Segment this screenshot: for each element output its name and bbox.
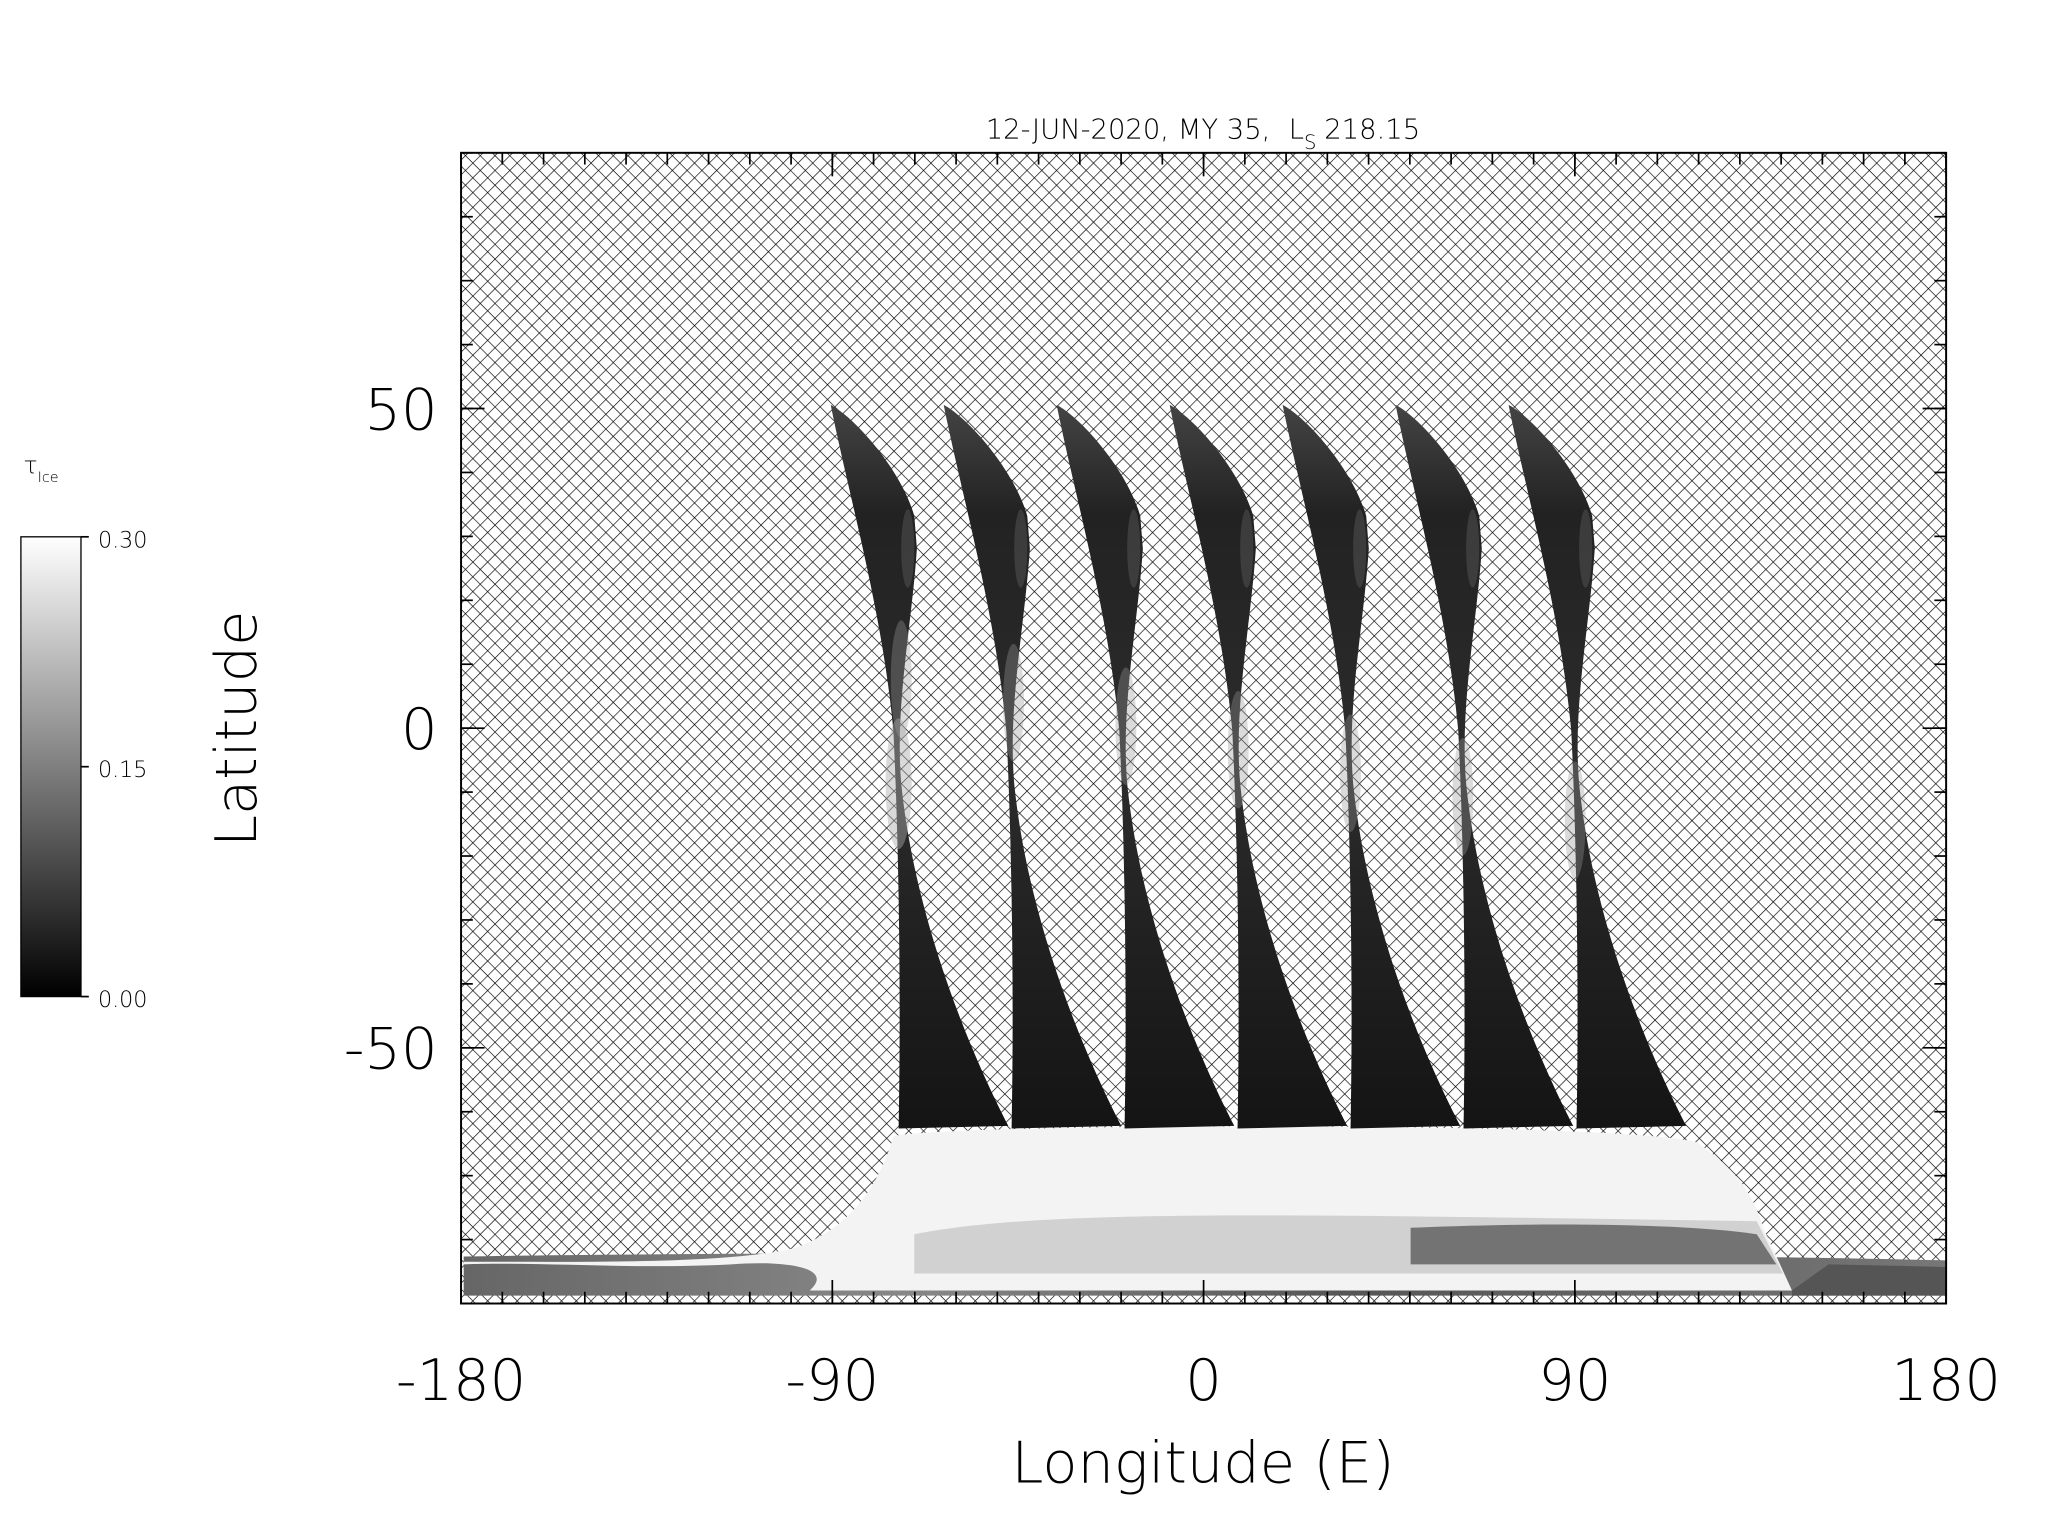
swath-body [1169, 404, 1348, 1129]
swath [830, 404, 1009, 1129]
cloud-patch [1127, 509, 1141, 588]
swath-body [830, 404, 1009, 1129]
title-subscript: S [1304, 131, 1316, 154]
cloud-patch [1003, 643, 1024, 762]
y-tick-label: 0 [401, 696, 438, 763]
swath [1508, 404, 1687, 1129]
colorbar-label: τIce [24, 451, 59, 486]
x-tick-label: 180 [1891, 1347, 2001, 1414]
cloud-patch [1240, 509, 1254, 588]
swaths [830, 404, 1687, 1129]
swath-body [1282, 404, 1461, 1129]
cloud-patch [1115, 667, 1137, 785]
swath [943, 404, 1122, 1129]
cloud-patch [1353, 509, 1367, 588]
swath-body [1395, 404, 1574, 1129]
title-symbol: L [1289, 114, 1304, 145]
x-tick-label: -90 [785, 1347, 879, 1414]
chart-title: 12-JUN-2020, MY 35, LS 218.15 [986, 114, 1420, 153]
title-text: 12-JUN-2020, MY 35, [986, 114, 1271, 145]
cloud-patch [890, 620, 912, 738]
cloud-patch [1340, 714, 1361, 832]
cloud-patch [1564, 761, 1586, 880]
swath [1282, 404, 1461, 1129]
swath-body [943, 404, 1122, 1129]
y-tick-label: -50 [344, 1016, 438, 1083]
title-value: 218.15 [1324, 114, 1420, 145]
swath [1169, 404, 1348, 1129]
colorbar-symbol: τ [24, 451, 38, 479]
colorbar-tick-label: 0.15 [98, 757, 147, 783]
swath [1056, 404, 1235, 1129]
colorbar-tick-label: 0.00 [98, 987, 147, 1013]
dark-patch [1410, 1224, 1777, 1265]
y-axis-label: Latitude [203, 611, 270, 847]
cloud-patch [1014, 509, 1028, 588]
polar-strip-right [1792, 1264, 1947, 1296]
colorbar-subscript: Ice [38, 470, 59, 486]
x-tick-label: 0 [1185, 1347, 1222, 1414]
cloud-patch [1579, 509, 1593, 588]
cloud-patch [1227, 690, 1249, 809]
x-tick-label: -180 [396, 1347, 526, 1414]
swath-body [1056, 404, 1235, 1129]
colorbar [20, 536, 82, 998]
cloud-patch [1466, 509, 1480, 588]
cloud-patch [901, 509, 915, 588]
x-axis-label: Longitude (E) [1011, 1429, 1394, 1496]
cloud-patch [885, 718, 912, 849]
x-tick-label: 90 [1538, 1347, 1611, 1414]
y-tick-label: 50 [364, 376, 437, 443]
colorbar-tick-label: 0.30 [98, 527, 147, 553]
swath-body [1508, 404, 1687, 1129]
swath [1395, 404, 1574, 1129]
cloud-patch [1452, 737, 1474, 856]
